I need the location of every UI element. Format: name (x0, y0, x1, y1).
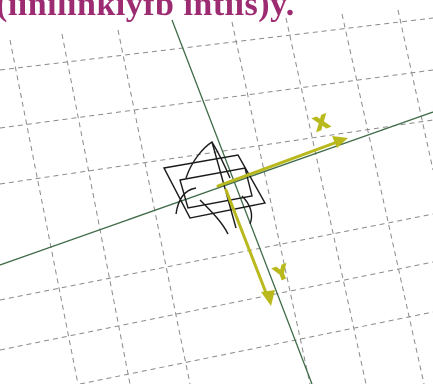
caption-text: (iinilinkiyfb intiis)y. (0, 0, 295, 23)
grid-line-v4 (231, 21, 311, 384)
compass-arc-left (175, 187, 197, 215)
grid-line-v1 (9, 39, 79, 384)
grid-line-h3 (0, 119, 433, 185)
x-axis-arrow[interactable] (216, 139, 342, 188)
grid-line-h6 (79, 311, 433, 384)
compass-widget[interactable] (162, 141, 267, 235)
grid-line-h2 (0, 69, 433, 129)
grid-line-v6 (341, 13, 425, 384)
grid-line-v2 (61, 33, 131, 384)
grid (0, 9, 433, 384)
grid-line-v3 (117, 29, 191, 384)
grid-line-h1 (0, 17, 433, 71)
grid-line-h4 (0, 213, 433, 301)
x-axis-arrowhead (332, 136, 348, 148)
x-axis-label: X (313, 112, 330, 134)
compass-arc-right (241, 195, 253, 225)
reference-lines (0, 19, 433, 384)
y-axis-arrowhead (261, 290, 275, 306)
grid-line-h5 (0, 261, 433, 351)
compass-arc-lower (199, 199, 229, 235)
grid-line-v7 (397, 9, 433, 171)
y-axis-arrow[interactable] (224, 188, 270, 300)
compass-square-inner (179, 167, 253, 209)
y-axis-label: Y (273, 262, 290, 284)
reference-line-vertical (171, 19, 313, 384)
grid-line-v5 (285, 17, 367, 384)
reference-line-horizontal (0, 111, 433, 266)
compass-square-outer (162, 154, 267, 219)
